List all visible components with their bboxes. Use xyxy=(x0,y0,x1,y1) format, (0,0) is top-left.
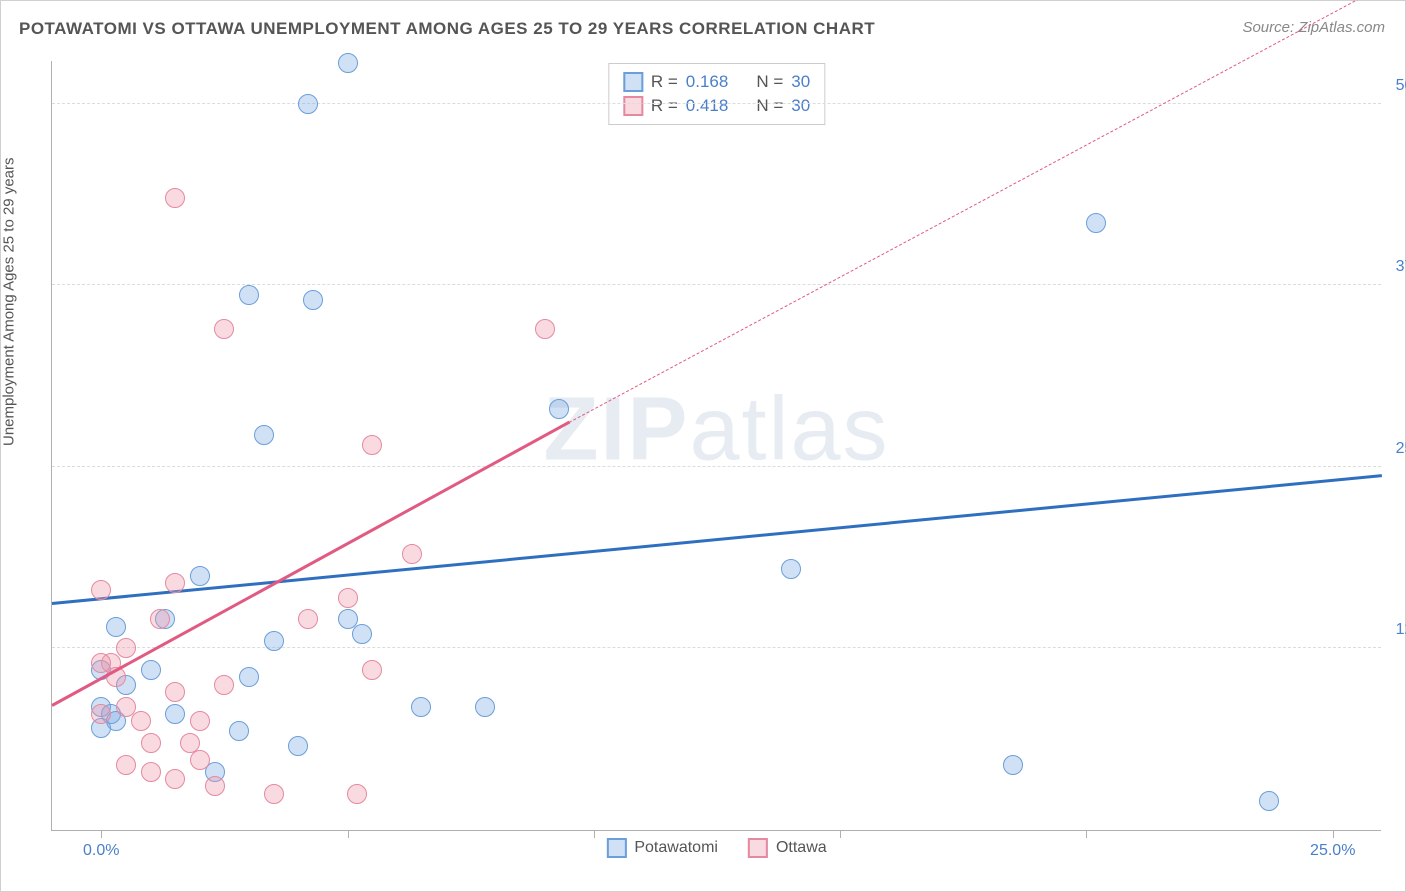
legend-item: Ottawa xyxy=(748,838,827,858)
x-tick xyxy=(594,830,595,838)
data-point xyxy=(352,624,372,644)
data-point xyxy=(347,784,367,804)
x-tick-label: 0.0% xyxy=(83,842,119,860)
n-value: 30 xyxy=(791,96,810,116)
y-axis-label: Unemployment Among Ages 25 to 29 years xyxy=(1,157,18,446)
data-point xyxy=(165,682,185,702)
legend-swatch xyxy=(623,72,643,92)
data-point xyxy=(131,711,151,731)
x-tick xyxy=(101,830,102,838)
gridline xyxy=(52,647,1381,648)
legend-item: Potawatomi xyxy=(606,838,718,858)
data-point xyxy=(214,675,234,695)
chart-title: POTAWATOMI VS OTTAWA UNEMPLOYMENT AMONG … xyxy=(19,19,875,39)
y-tick-label: 37.5% xyxy=(1396,258,1406,276)
r-value: 0.418 xyxy=(686,96,729,116)
n-value: 30 xyxy=(791,72,810,92)
data-point xyxy=(116,697,136,717)
data-point xyxy=(165,704,185,724)
data-point xyxy=(190,711,210,731)
data-point xyxy=(303,290,323,310)
y-tick-label: 50.0% xyxy=(1396,77,1406,95)
data-point xyxy=(362,435,382,455)
data-point xyxy=(1003,755,1023,775)
legend-label: Potawatomi xyxy=(634,839,718,857)
legend-row: R = 0.168 N = 30 xyxy=(623,70,810,94)
trend-line xyxy=(52,474,1382,605)
n-label: N = xyxy=(756,72,783,92)
data-point xyxy=(190,750,210,770)
x-tick xyxy=(840,830,841,838)
y-tick-label: 12.5% xyxy=(1396,621,1406,639)
data-point xyxy=(205,776,225,796)
data-point xyxy=(338,53,358,73)
data-point xyxy=(91,704,111,724)
legend-row: R = 0.418 N = 30 xyxy=(623,94,810,118)
data-point xyxy=(475,697,495,717)
data-point xyxy=(264,784,284,804)
x-tick-label: 25.0% xyxy=(1310,842,1355,860)
data-point xyxy=(239,285,259,305)
chart-container: POTAWATOMI VS OTTAWA UNEMPLOYMENT AMONG … xyxy=(0,0,1406,892)
data-point xyxy=(229,721,249,741)
data-point xyxy=(214,319,234,339)
legend-swatch xyxy=(606,838,626,858)
legend-correlation: R = 0.168 N = 30 R = 0.418 N = 30 xyxy=(608,63,825,125)
data-point xyxy=(535,319,555,339)
data-point xyxy=(91,653,111,673)
gridline xyxy=(52,103,1381,104)
r-label: R = xyxy=(651,96,678,116)
gridline xyxy=(52,466,1381,467)
data-point xyxy=(165,573,185,593)
x-tick xyxy=(1086,830,1087,838)
data-point xyxy=(1086,213,1106,233)
data-point xyxy=(190,566,210,586)
data-point xyxy=(141,762,161,782)
data-point xyxy=(549,399,569,419)
data-point xyxy=(411,697,431,717)
legend-series: Potawatomi Ottawa xyxy=(606,838,826,858)
data-point xyxy=(298,609,318,629)
data-point xyxy=(781,559,801,579)
data-point xyxy=(402,544,422,564)
legend-label: Ottawa xyxy=(776,839,827,857)
legend-swatch xyxy=(748,838,768,858)
data-point xyxy=(288,736,308,756)
trend-line xyxy=(51,420,570,706)
data-point xyxy=(141,660,161,680)
data-point xyxy=(1259,791,1279,811)
data-point xyxy=(116,638,136,658)
legend-swatch xyxy=(623,96,643,116)
data-point xyxy=(165,188,185,208)
x-tick xyxy=(348,830,349,838)
data-point xyxy=(254,425,274,445)
data-point xyxy=(239,667,259,687)
data-point xyxy=(150,609,170,629)
data-point xyxy=(106,617,126,637)
data-point xyxy=(91,580,111,600)
y-tick-label: 25.0% xyxy=(1396,440,1406,458)
data-point xyxy=(264,631,284,651)
x-tick xyxy=(1333,830,1334,838)
data-point xyxy=(141,733,161,753)
n-label: N = xyxy=(756,96,783,116)
data-point xyxy=(362,660,382,680)
data-point xyxy=(116,755,136,775)
plot-area: ZIPatlas R =0.168N =30R =0.418N =30 Pota… xyxy=(51,61,1381,831)
r-value: 0.168 xyxy=(686,72,729,92)
data-point xyxy=(338,588,358,608)
r-label: R = xyxy=(651,72,678,92)
data-point xyxy=(298,94,318,114)
data-point xyxy=(165,769,185,789)
